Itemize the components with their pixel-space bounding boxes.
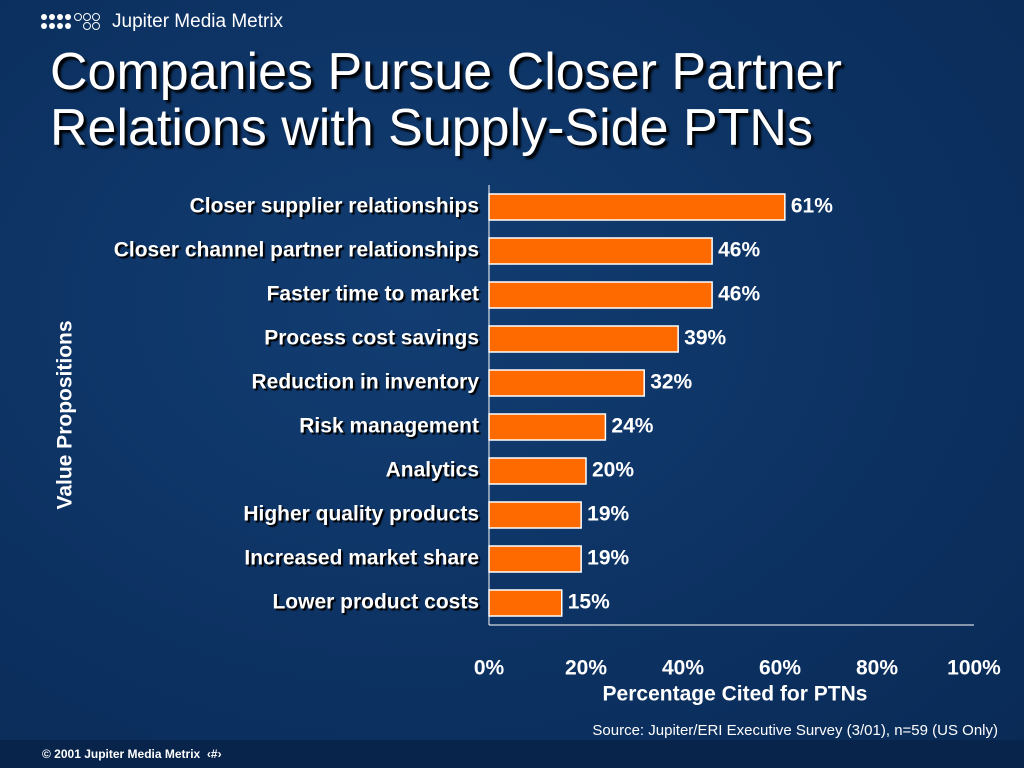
data-label: 15% bbox=[568, 591, 610, 614]
data-label: 19% bbox=[587, 503, 629, 526]
bar bbox=[488, 281, 713, 309]
bar bbox=[488, 369, 645, 397]
bar bbox=[488, 413, 607, 441]
footer-bar: © 2001 Jupiter Media Metrix ‹#› bbox=[0, 740, 1024, 768]
brand: Jupiter Media Metrix bbox=[112, 11, 284, 32]
y-tick-label: Closer supplier relationships bbox=[190, 195, 479, 218]
y-axis-label: Value Propositions bbox=[54, 320, 77, 509]
y-tick-label: Increased market share bbox=[244, 547, 479, 570]
data-label: 32% bbox=[650, 371, 692, 394]
bar bbox=[488, 589, 563, 617]
y-tick-label: Higher quality products bbox=[243, 503, 479, 526]
bar bbox=[488, 237, 713, 265]
y-tick-label: Reduction in inventory bbox=[251, 371, 479, 394]
x-tick-label: 100% bbox=[947, 657, 1001, 680]
data-label: 20% bbox=[592, 459, 634, 482]
x-tick-label: 0% bbox=[474, 657, 505, 680]
bar bbox=[488, 325, 679, 353]
y-tick-label: Faster time to market bbox=[267, 283, 479, 306]
data-label: 46% bbox=[718, 239, 760, 262]
footer-text: © 2001 Jupiter Media Metrix ‹#› bbox=[42, 747, 222, 761]
data-label: 39% bbox=[684, 327, 726, 350]
y-tick-label: Process cost savings bbox=[264, 327, 479, 350]
y-tick-label: Closer channel partner relationships bbox=[114, 239, 479, 262]
x-tick-label: 80% bbox=[856, 657, 898, 680]
y-tick-label: Risk management bbox=[299, 415, 479, 438]
x-tick-label: 20% bbox=[565, 657, 607, 680]
data-label: 61% bbox=[791, 195, 833, 218]
logo bbox=[41, 13, 100, 30]
x-tick-label: 40% bbox=[662, 657, 704, 680]
x-axis-label: Percentage Cited for PTNs bbox=[603, 683, 868, 706]
data-label: 19% bbox=[587, 547, 629, 570]
bar bbox=[488, 193, 786, 221]
data-label: 46% bbox=[718, 283, 760, 306]
data-label: 24% bbox=[611, 415, 653, 438]
source-note: Source: Jupiter/ERI Executive Survey (3/… bbox=[592, 722, 998, 739]
bar bbox=[488, 501, 582, 529]
bar bbox=[488, 457, 587, 485]
chart-title: Companies Pursue Closer Partner Relation… bbox=[50, 43, 842, 157]
x-tick-label: 60% bbox=[759, 657, 801, 680]
y-tick-label: Lower product costs bbox=[272, 591, 479, 614]
bar bbox=[488, 545, 582, 573]
y-tick-label: Analytics bbox=[386, 459, 479, 482]
